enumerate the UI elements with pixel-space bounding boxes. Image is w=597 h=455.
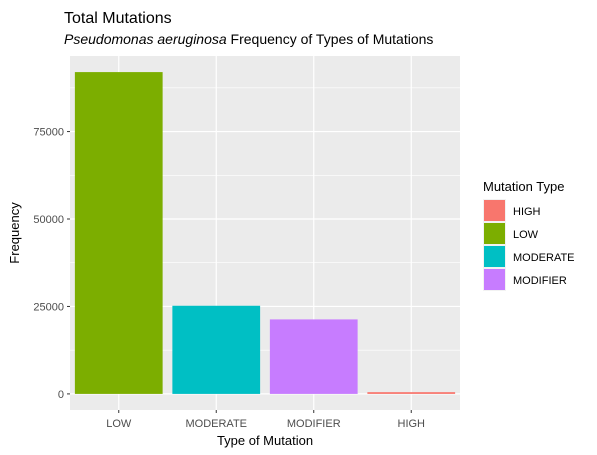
x-tick-label: MODIFIER — [287, 418, 341, 430]
y-tick-label: 25000 — [33, 301, 64, 313]
x-axis-title: Type of Mutation — [217, 433, 313, 448]
x-tick-label: LOW — [106, 418, 132, 430]
legend-swatch — [484, 246, 505, 267]
legend-swatch — [484, 223, 505, 244]
legend-title: Mutation Type — [483, 179, 564, 194]
bar-high — [367, 392, 456, 394]
legend-swatch — [484, 269, 505, 290]
y-tick-label: 75000 — [33, 127, 64, 139]
legend-label: LOW — [513, 229, 539, 241]
legend-label: MODIFIER — [513, 275, 567, 287]
legend-label: HIGH — [513, 206, 541, 218]
x-axis: LOW MODERATE MODIFIER HIGH — [106, 410, 425, 430]
y-tick-label: 0 — [58, 389, 64, 401]
legend: Mutation Type HIGH LOW MODERATE MODIFIER — [483, 179, 575, 291]
x-tick-label: HIGH — [398, 418, 426, 430]
legend-label: MODERATE — [513, 252, 575, 264]
bar-modifier — [269, 319, 358, 394]
bar-low — [74, 72, 163, 394]
y-tick-label: 50000 — [33, 214, 64, 226]
chart-title: Total Mutations — [64, 10, 172, 27]
legend-swatch — [484, 200, 505, 221]
bars — [74, 72, 456, 394]
subtitle-description: Frequency of Types of Mutations — [227, 31, 434, 47]
x-tick-label: MODERATE — [185, 418, 247, 430]
chart-subtitle: Pseudomonas aeruginosa Frequency of Type… — [64, 31, 433, 47]
y-axis: 0 25000 50000 75000 — [33, 127, 70, 401]
subtitle-species: Pseudomonas aeruginosa — [64, 31, 227, 47]
bar-moderate — [172, 305, 261, 394]
y-axis-title: Frequency — [7, 202, 22, 264]
